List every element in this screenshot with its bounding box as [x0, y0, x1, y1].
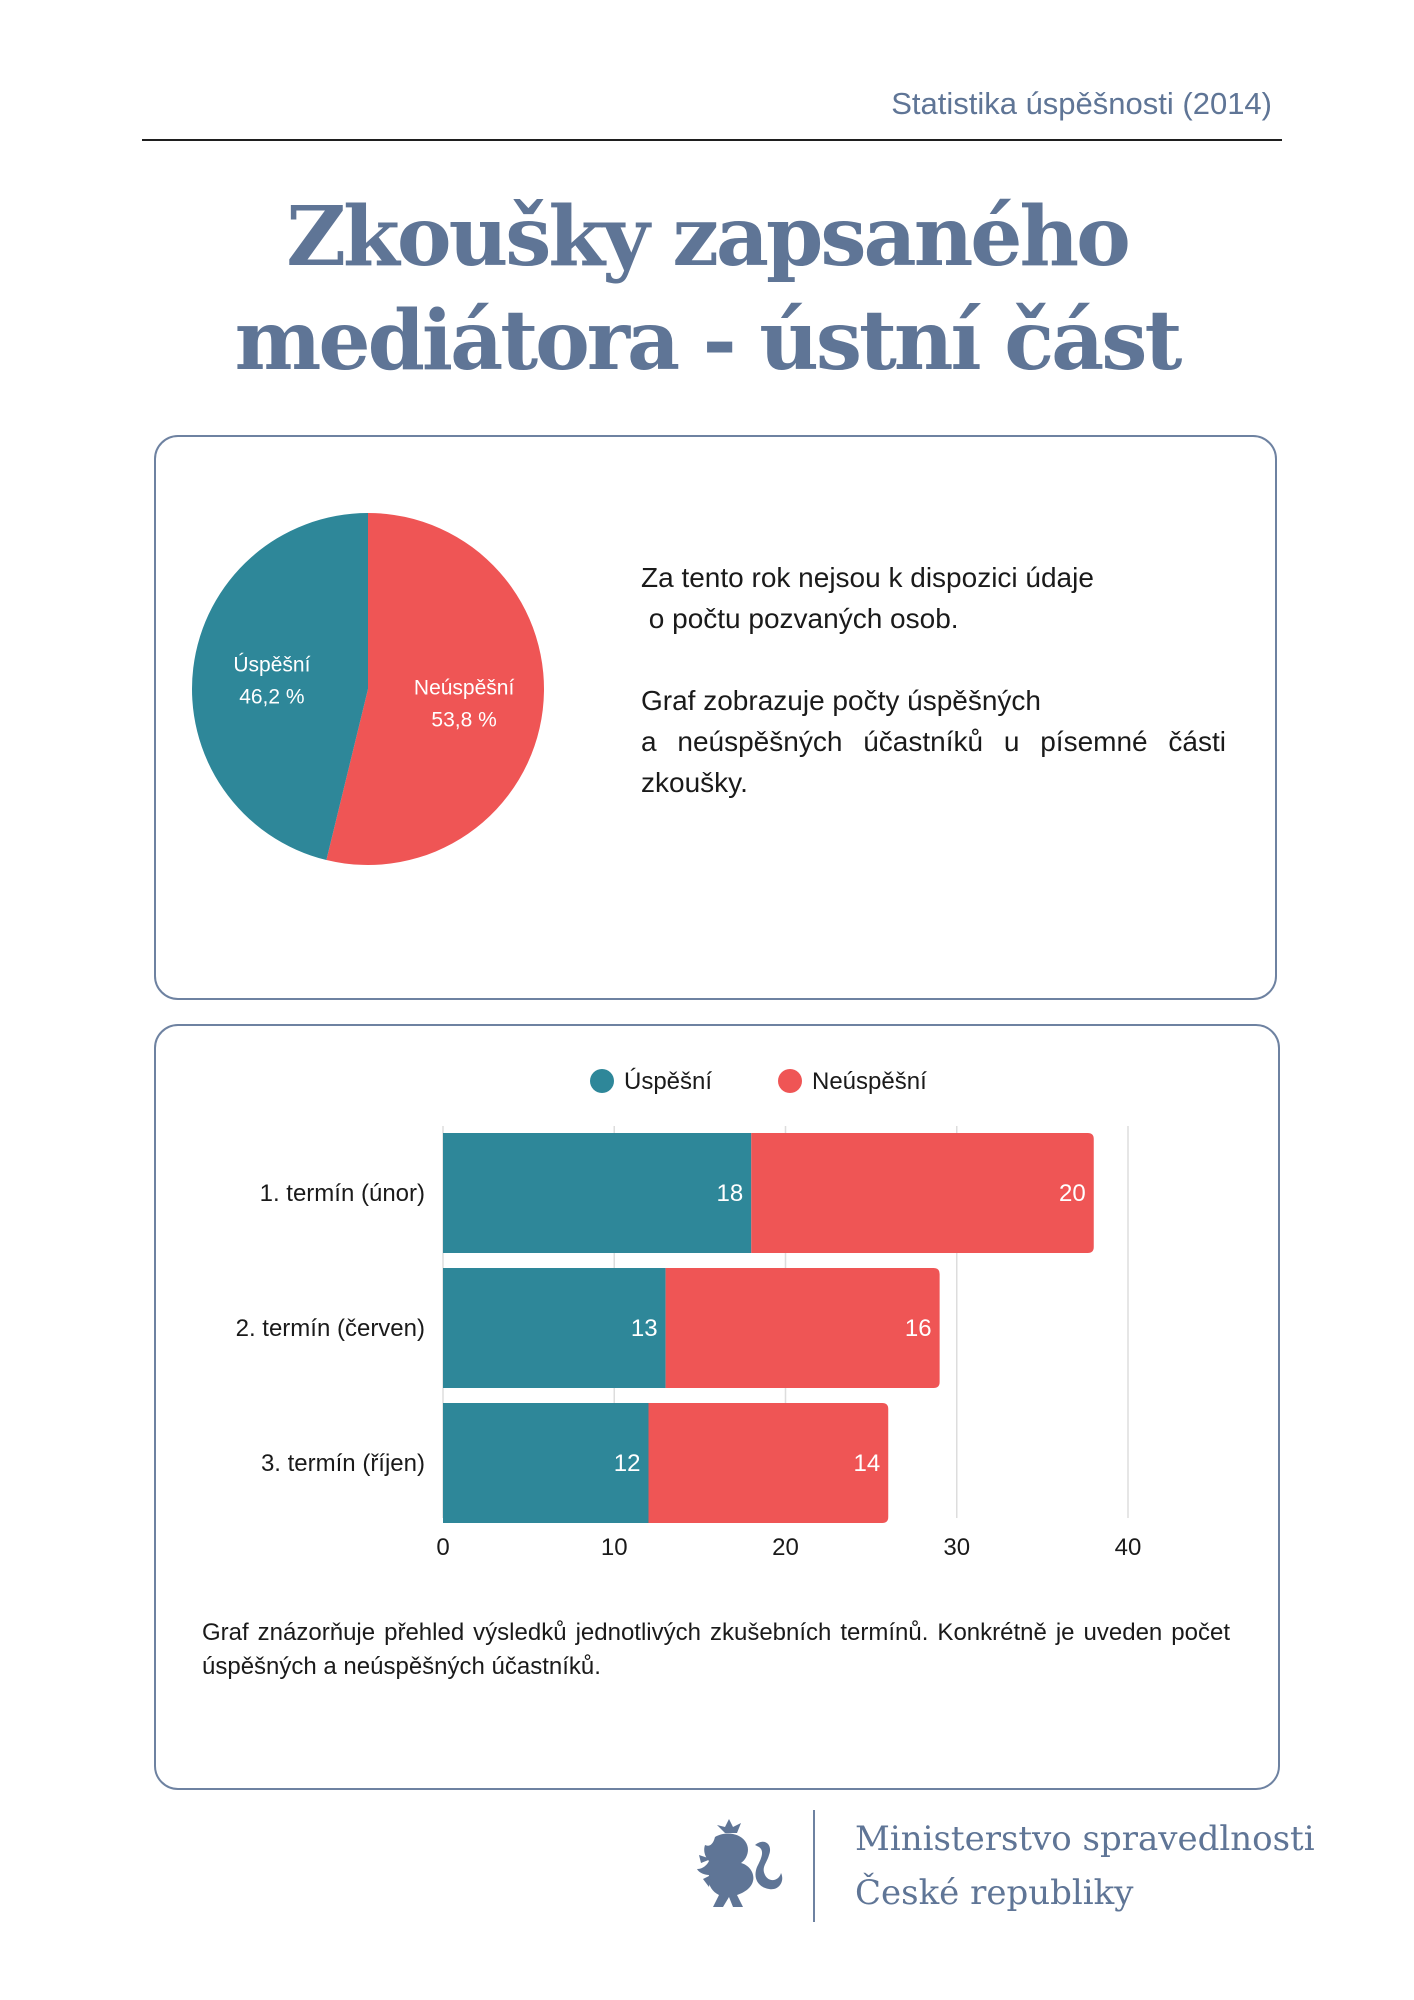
header-rule: [142, 139, 1282, 141]
bar-value-label: 13: [631, 1315, 658, 1342]
pie-description-line: a neúspěšných účastníků u písemné části …: [641, 726, 1226, 798]
lion-emblem-icon: [697, 1819, 783, 1907]
ministry-name-line-1: Ministerstvo spravedlnosti: [855, 1819, 1315, 1859]
x-tick-label: 20: [772, 1534, 799, 1561]
pie-slice-failure: [326, 513, 544, 865]
category-label: 2. termín (červen): [236, 1315, 425, 1342]
x-tick-label: 30: [943, 1534, 970, 1561]
bar-chart: Úspěšní Neúspěšní 1. termín (únor) 18 20 2. t…: [236, 1068, 1142, 1561]
legend-marker: [590, 1069, 614, 1093]
pie-chart: Neúspěšní 53,8 % Úspěšní 46,2 %: [192, 513, 544, 865]
pie-slice-label: Úspěšní: [233, 653, 310, 676]
x-tick-label: 10: [601, 1534, 628, 1561]
bar-segment-success: [443, 1268, 666, 1388]
page-title-line-2: mediátora - ústní část: [234, 293, 1183, 389]
bar-value-label: 14: [854, 1450, 881, 1477]
pie-slice-value-label: 53,8 %: [431, 709, 496, 732]
page-title: Zkoušky zapsaného mediátora - ústní část: [0, 185, 1414, 393]
bar-segment-failure: [665, 1268, 940, 1388]
bar-value-label: 12: [614, 1450, 641, 1477]
pie-description: Za tento rok nejsou k dispozici údaje o …: [641, 557, 1226, 803]
bar-chart-caption: Graf znázorňuje přehled výsledků jednotl…: [202, 1619, 1230, 1680]
bar-segment-success: [443, 1403, 649, 1523]
bar-segment-failure: [648, 1403, 889, 1523]
x-tick-label: 0: [436, 1534, 449, 1561]
pie-description-line: Za tento rok nejsou k dispozici údaje: [641, 562, 1094, 593]
pie-description-line: o počtu pozvaných osob.: [641, 603, 959, 634]
ministry-name: Ministerstvo spravedlnosti České republi…: [855, 1812, 1315, 1920]
ministry-name-line-2: České republiky: [855, 1873, 1134, 1913]
bar-segment-success: [443, 1133, 752, 1253]
category-label: 1. termín (únor): [260, 1180, 425, 1207]
legend-label: Úspěšní: [624, 1068, 712, 1095]
bar-value-label: 18: [717, 1180, 744, 1207]
bar-segment-failure: [751, 1133, 1094, 1253]
legend-label: Neúspěšní: [812, 1068, 927, 1095]
pie-slice-value-label: 46,2 %: [239, 685, 304, 708]
bar-value-label: 20: [1059, 1180, 1086, 1207]
bar-value-label: 16: [905, 1315, 932, 1342]
x-tick-label: 40: [1115, 1534, 1142, 1561]
pie-slice-label: Neúspěšní: [414, 677, 515, 700]
pie-description-line: Graf zobrazuje počty úspěšných: [641, 685, 1041, 716]
footer-divider: [813, 1810, 815, 1922]
legend-marker: [778, 1069, 802, 1093]
page-title-line-1: Zkoušky zapsaného: [286, 189, 1131, 285]
pie-slice-success: [192, 513, 368, 861]
category-label: 3. termín (říjen): [261, 1450, 425, 1477]
bar-chart-card: Úspěšní Neúspěšní 1. termín (únor) 18 20 2. t…: [154, 1024, 1280, 1790]
header-text: Statistika úspěšnosti (2014): [891, 86, 1272, 121]
pie-chart-card: Neúspěšní 53,8 % Úspěšní 46,2 % Za tento ro…: [154, 435, 1277, 1000]
